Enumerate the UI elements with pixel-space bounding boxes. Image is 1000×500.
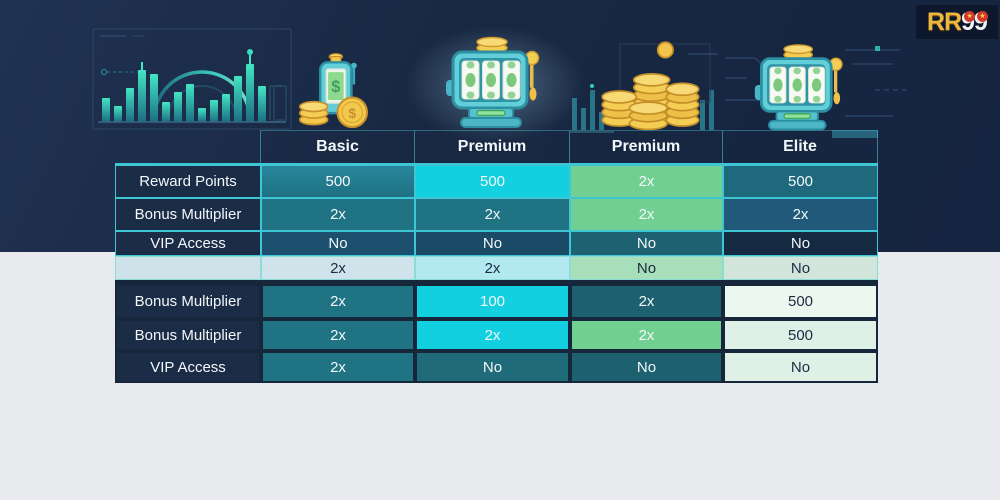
header-cell-premium-2: Premium <box>570 130 723 163</box>
coin-stacks-icon <box>601 41 700 131</box>
table-cell: 500 <box>261 165 415 198</box>
slot-machine-icon <box>754 44 843 131</box>
table-row: Bonus Multiplier 2x 2x 2x 2x <box>115 198 878 231</box>
header-cell-elite: Elite <box>723 130 878 163</box>
row-label: VIP Access <box>115 351 261 383</box>
table-cell: 500 <box>723 319 878 351</box>
table-cell: 2x <box>570 284 723 319</box>
table-cell: No <box>723 351 878 383</box>
table-cell: No <box>415 231 570 256</box>
logo-nine: 9 ★ <box>974 8 989 37</box>
table-cell: 2x <box>261 198 415 231</box>
table-cell: 2x <box>723 198 878 231</box>
table-row: Bonus Multiplier 2x 2x 2x 500 <box>115 319 878 351</box>
table-row: VIP Access No No No No <box>115 231 878 256</box>
table-cell: No <box>570 351 723 383</box>
table-cell: 2x <box>570 165 723 198</box>
table-body: Reward Points 500 500 2x 500 Bonus Multiplier… <box>115 165 878 383</box>
comparison-table: Basic Premium Premium Elite Reward Point… <box>115 130 878 383</box>
table-row: VIP Access 2x No No No <box>115 351 878 383</box>
table-cell: 2x <box>261 284 415 319</box>
table-cell: 500 <box>723 284 878 319</box>
table-cell: No <box>415 351 570 383</box>
logo-nine: 9 ★ <box>961 8 976 37</box>
money-device-icon: $ $ <box>298 53 369 129</box>
table-cell: No <box>723 256 878 280</box>
table-cell: 2x <box>261 351 415 383</box>
table-cell: 2x <box>261 256 415 280</box>
table-cell: 100 <box>415 284 570 319</box>
logo-rr-text: RR <box>927 7 962 36</box>
table-row: Reward Points 500 500 2x 500 <box>115 165 878 198</box>
table-cell: 2x <box>415 198 570 231</box>
row-label: Bonus Multiplier <box>115 319 261 351</box>
table-cell: No <box>261 231 415 256</box>
row-label <box>115 256 261 280</box>
table-cell: 500 <box>723 165 878 198</box>
row-label: Reward Points <box>115 165 261 198</box>
slot-machine-icon <box>446 36 540 128</box>
table-cell: No <box>723 231 878 256</box>
table-row: Bonus Multiplier 2x 100 2x 500 <box>115 280 878 319</box>
table-cell: 2x <box>570 198 723 231</box>
row-label: Bonus Multiplier <box>115 198 261 231</box>
row-label: VIP Access <box>115 231 261 256</box>
table-cell: 2x <box>415 319 570 351</box>
svg-text:$: $ <box>331 78 340 96</box>
star-icon: ★ <box>977 10 989 22</box>
svg-text:$: $ <box>348 105 356 121</box>
table-cell: No <box>570 256 723 280</box>
table-cell: No <box>570 231 723 256</box>
row-label: Bonus Multiplier <box>115 284 261 319</box>
table-header-row: Basic Premium Premium Elite <box>115 130 878 165</box>
table-cell: 2x <box>415 256 570 280</box>
header-cell-empty <box>115 130 261 163</box>
analytics-chart-icon <box>92 28 292 130</box>
header-cell-premium: Premium <box>415 130 570 163</box>
table-cell: 2x <box>570 319 723 351</box>
table-cell: 500 <box>415 165 570 198</box>
header-cell-basic: Basic <box>261 130 415 163</box>
table-row: 2x 2x No No <box>115 256 878 280</box>
brand-logo: RR 9 ★ 9 ★ <box>916 5 998 39</box>
table-cell: 2x <box>261 319 415 351</box>
star-icon: ★ <box>964 10 976 22</box>
teal-dash-decoration <box>832 130 878 138</box>
